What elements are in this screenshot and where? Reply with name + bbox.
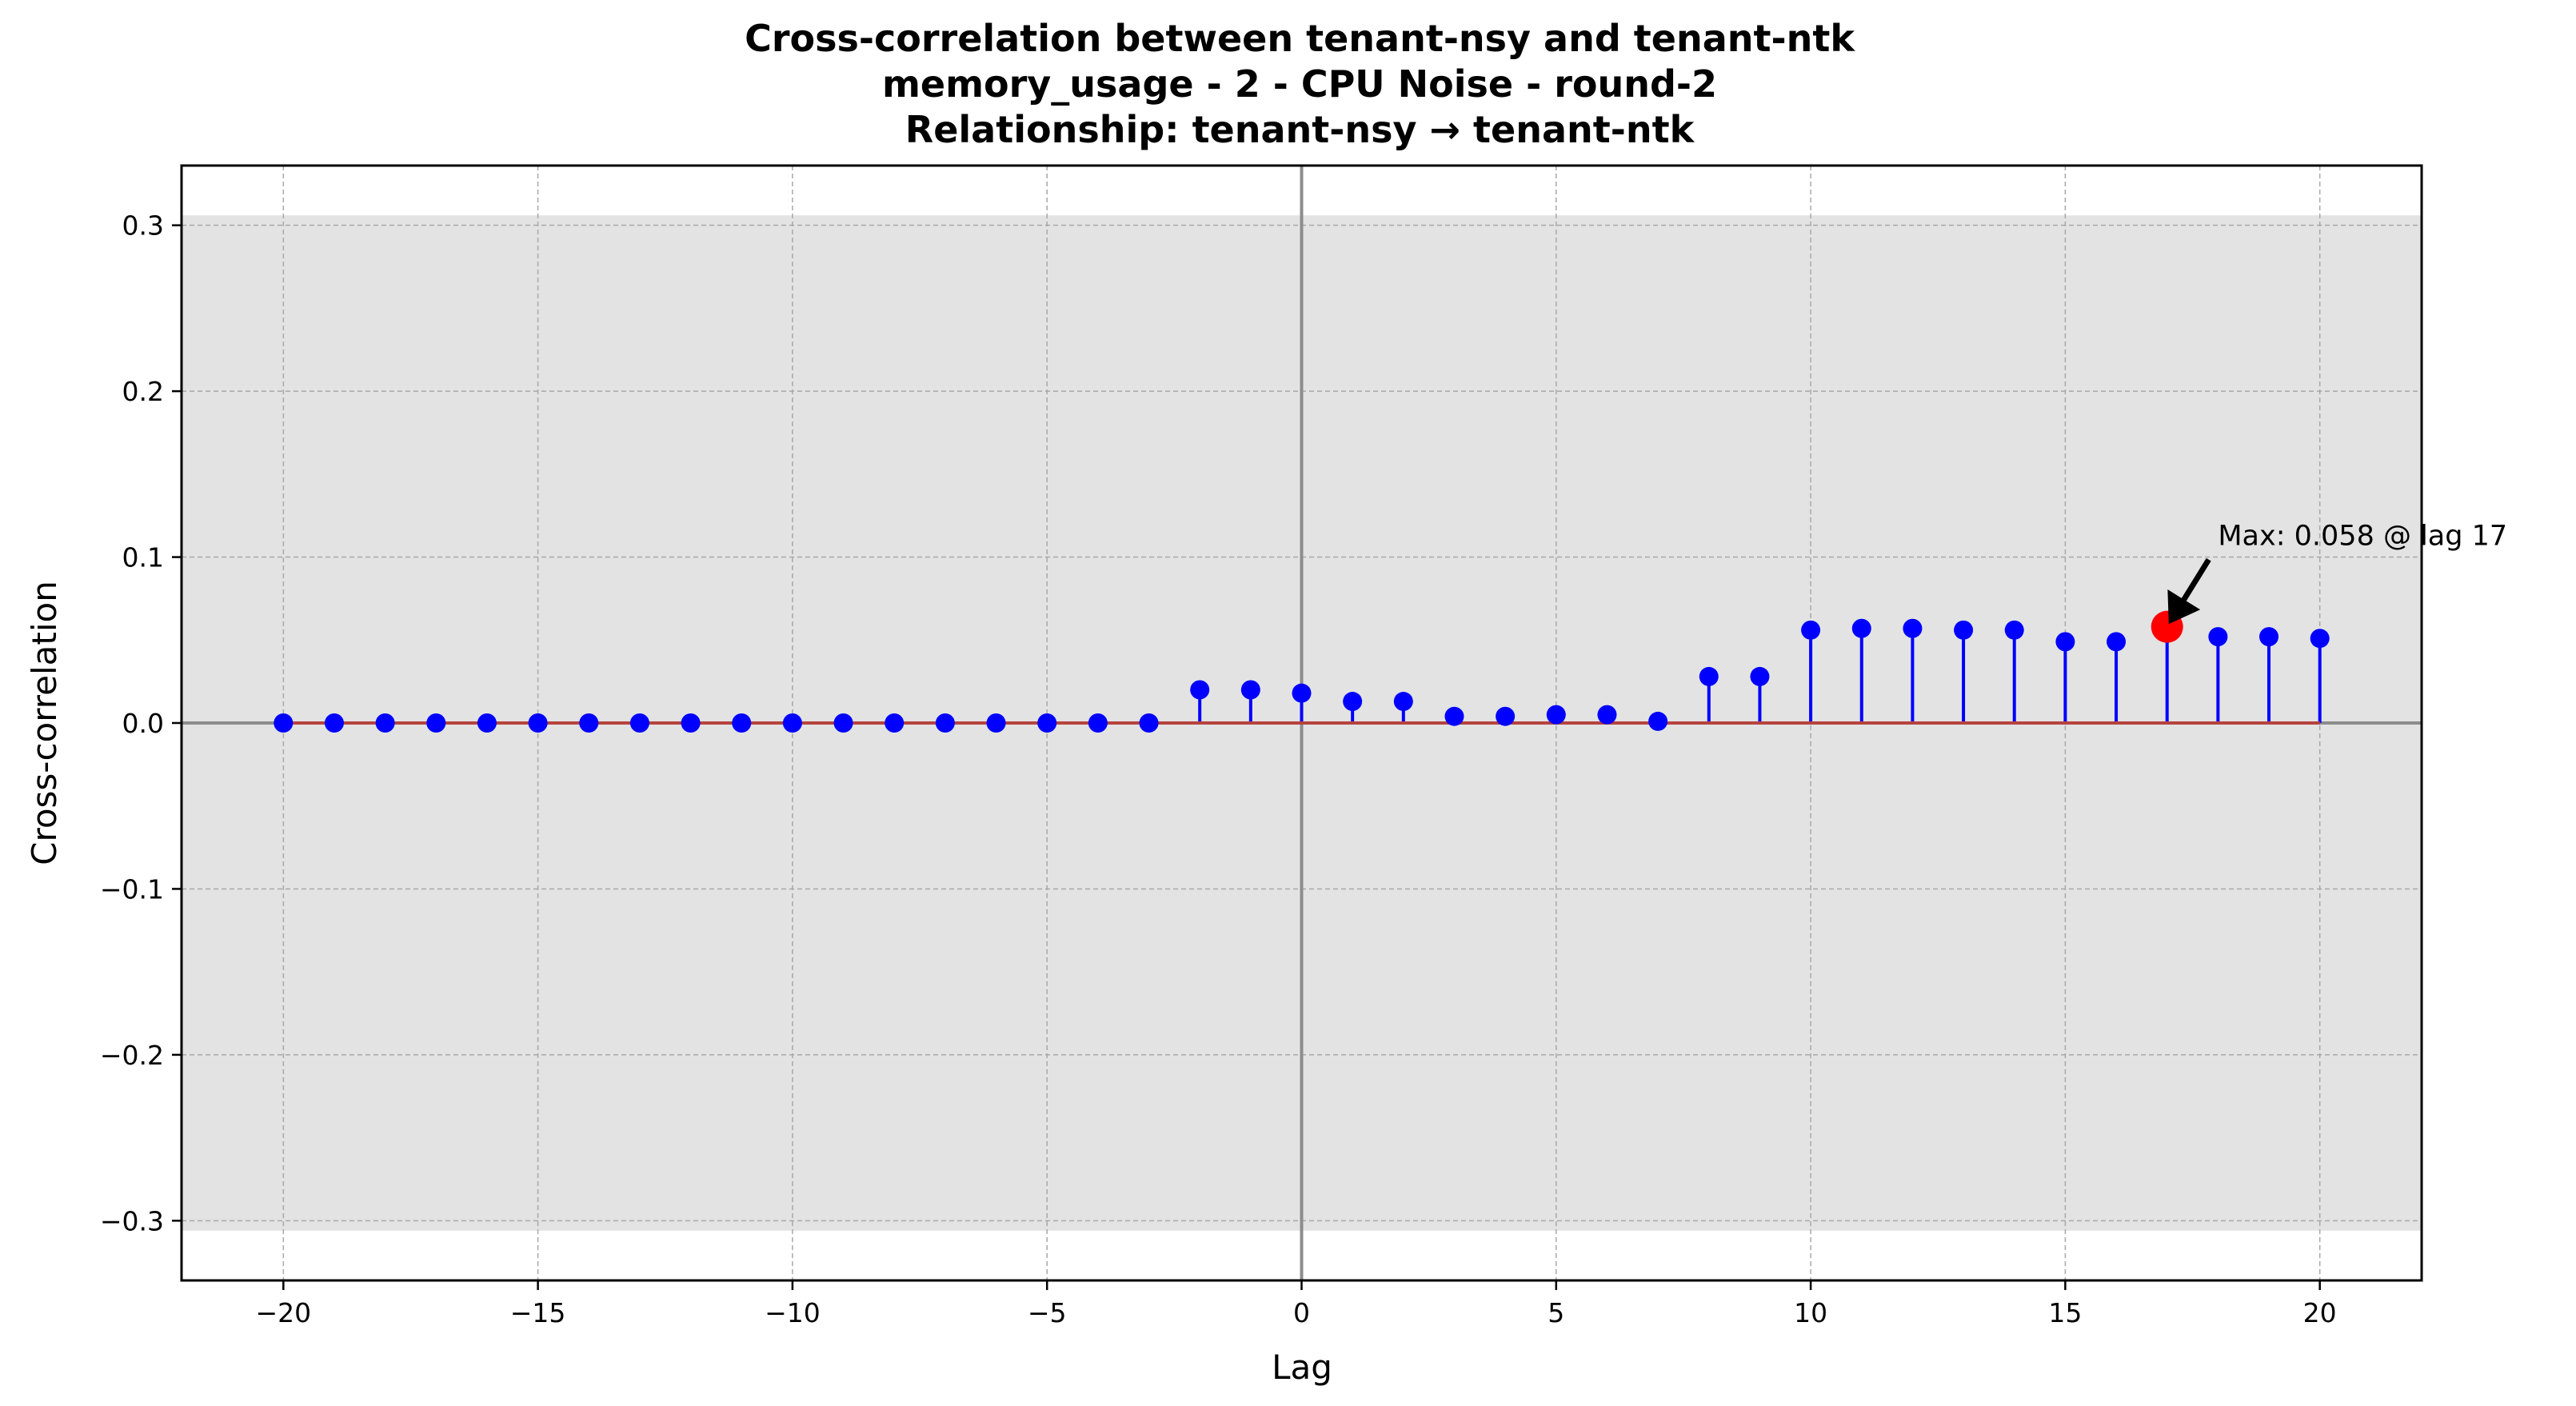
x-axis-ticks: −20 −15 −10 −5 0 5 10 15 20 <box>255 1280 2337 1328</box>
stem-marker-lag-15 <box>2055 632 2075 652</box>
stem-marker-lag-19 <box>2259 627 2279 647</box>
stem-marker-lag-8 <box>1699 666 1719 686</box>
stem-marker-lag--16 <box>477 713 497 733</box>
stem-marker-lag-18 <box>2208 627 2228 647</box>
stem-marker-lag-6 <box>1597 705 1617 725</box>
y-tick-label-2: −0.1 <box>100 873 164 905</box>
x-tick-label-8: 20 <box>2303 1297 2337 1328</box>
stem-marker-lag--2 <box>1190 680 1210 700</box>
stem-marker-lag-16 <box>2107 632 2127 652</box>
stem-marker-lag--8 <box>885 713 905 733</box>
annotation-arrow <box>2167 557 2211 625</box>
max-annotation: Max: 0.058 @ lag 17 <box>2167 521 2507 625</box>
x-tick-label-4: 0 <box>1293 1297 1310 1328</box>
x-tick-label-0: −20 <box>255 1297 311 1328</box>
stem-marker-lag-12 <box>1903 618 1923 638</box>
stem-marker-lag-11 <box>1851 618 1871 638</box>
stem-marker-lag-5 <box>1546 705 1566 725</box>
y-axis-label: Cross-correlation <box>25 581 64 865</box>
stem-marker-lag--12 <box>681 713 701 733</box>
stem-marker-lag-20 <box>2310 629 2330 649</box>
stem-marker-lag--14 <box>579 713 599 733</box>
stem-marker-lag--7 <box>935 713 955 733</box>
x-tick-label-3: −5 <box>1028 1297 1067 1328</box>
stem-markers <box>274 610 2330 733</box>
stem-marker-lag-3 <box>1444 706 1464 726</box>
stem-marker-lag--6 <box>986 713 1006 733</box>
y-tick-label-3: 0.0 <box>122 708 164 739</box>
stem-marker-lag-2 <box>1393 692 1413 712</box>
y-tick-label-5: 0.2 <box>122 376 164 407</box>
stem-marker-lag--9 <box>833 713 853 733</box>
stem-marker-lag--10 <box>782 713 802 733</box>
x-axis-label: Lag <box>1272 1348 1332 1387</box>
stem-marker-lag-4 <box>1496 706 1516 726</box>
annotation-text: Max: 0.058 @ lag 17 <box>2218 521 2507 553</box>
x-tick-label-2: −10 <box>765 1297 821 1328</box>
y-tick-label-4: 0.1 <box>122 542 164 573</box>
stem-marker-lag--11 <box>732 713 752 733</box>
chart-title-line-2: memory_usage - 2 - CPU Noise - round-2 <box>882 62 1717 106</box>
stem-marker-lag--4 <box>1088 713 1108 733</box>
y-axis-ticks: −0.3 −0.2 −0.1 0.0 0.1 0.2 0.3 <box>100 210 182 1236</box>
y-tick-label-1: −0.2 <box>100 1040 164 1071</box>
chart-title-line-1: Cross-correlation between tenant-nsy and… <box>745 17 1855 60</box>
stem-marker-lag--20 <box>274 713 294 733</box>
stem-marker-lag-10 <box>1801 620 1821 640</box>
stem-marker-lag-1 <box>1343 692 1363 712</box>
stem-marker-lag--17 <box>426 713 446 733</box>
x-tick-label-1: −15 <box>510 1297 566 1328</box>
stem-marker-lag-7 <box>1648 711 1668 731</box>
stem-marker-lag--3 <box>1139 713 1159 733</box>
chart-title-line-3: Relationship: tenant-nsy → tenant-ntk <box>905 108 1695 151</box>
stem-marker-lag-13 <box>1954 620 1974 640</box>
stem-marker-lag-14 <box>2004 620 2024 640</box>
stem-marker-lag-0 <box>1292 683 1312 703</box>
stem-marker-lag--13 <box>629 713 649 733</box>
stem-marker-lag-9 <box>1750 666 1770 686</box>
y-tick-label-0: −0.3 <box>100 1205 164 1236</box>
stem-marker-lag--18 <box>375 713 395 733</box>
x-tick-label-6: 10 <box>1794 1297 1827 1328</box>
x-tick-label-5: 5 <box>1548 1297 1564 1328</box>
y-tick-label-6: 0.3 <box>122 210 164 242</box>
x-tick-label-7: 15 <box>2048 1297 2082 1328</box>
stem-marker-lag--15 <box>528 713 548 733</box>
stem-marker-lag--1 <box>1240 680 1260 700</box>
stem-marker-lag--19 <box>324 713 344 733</box>
stem-marker-lag--5 <box>1037 713 1057 733</box>
